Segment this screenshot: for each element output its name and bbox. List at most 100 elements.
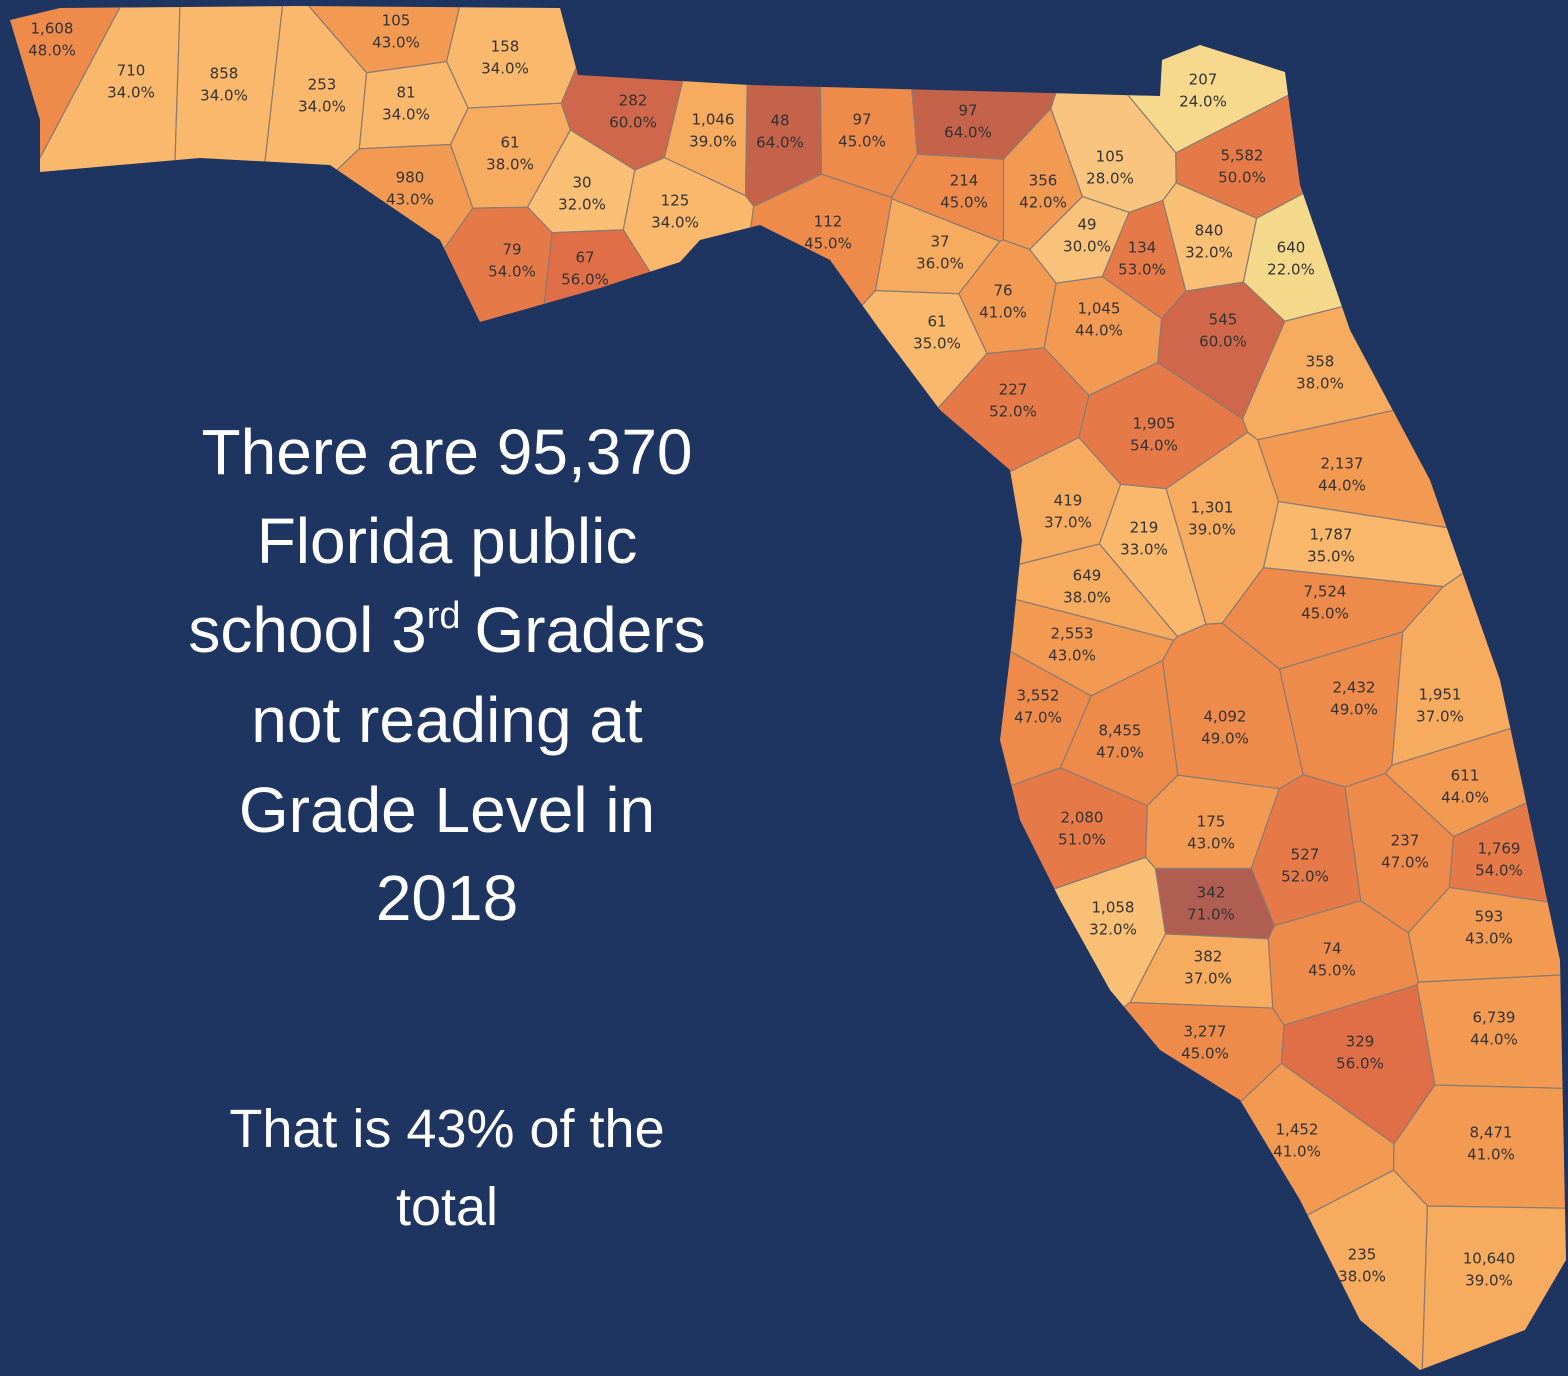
county-percent: 24.0%: [1179, 93, 1227, 111]
county-percent: 52.0%: [1281, 868, 1329, 886]
county-count: 30: [572, 174, 591, 192]
county-percent: 34.0%: [298, 98, 346, 116]
county-count: 219: [1130, 519, 1159, 537]
county-labels: 1,608 48.0% 710 34.0% 858 34.0% 253 34.0% 105 43.…: [28, 12, 1523, 1290]
county-percent: 36.0%: [916, 255, 964, 273]
county-count: 105: [382, 12, 411, 30]
county-count: 1,046: [692, 111, 735, 129]
county-percent: 54.0%: [488, 263, 536, 281]
county-percent: 38.0%: [486, 156, 534, 174]
county-percent: 47.0%: [1014, 709, 1062, 727]
county-count: 97: [958, 102, 977, 120]
county-count: 342: [1197, 884, 1226, 902]
county-percent: 39.0%: [1465, 1272, 1513, 1290]
county-percent: 39.0%: [1188, 521, 1236, 539]
county-count: 227: [999, 381, 1028, 399]
county-percent: 43.0%: [372, 34, 420, 52]
county-count: 158: [491, 38, 520, 56]
county-percent: 54.0%: [1130, 437, 1178, 455]
headline: school 3: [188, 594, 426, 666]
county-percent: 41.0%: [1273, 1143, 1321, 1161]
county-percent: 45.0%: [1181, 1045, 1229, 1063]
county-percent: 45.0%: [1301, 605, 1349, 623]
county-percent: 42.0%: [1019, 194, 1067, 212]
county-percent: 54.0%: [1475, 862, 1523, 880]
county-count: 356: [1029, 172, 1058, 190]
county-percent: 53.0%: [1118, 261, 1166, 279]
county-percent: 37.0%: [1044, 514, 1092, 532]
headline: 2018: [376, 862, 518, 934]
county-count: 649: [1073, 567, 1102, 585]
county-count: 175: [1197, 813, 1226, 831]
county-percent: 34.0%: [382, 106, 430, 124]
county-percent: 56.0%: [561, 271, 609, 289]
county-percent: 43.0%: [1187, 835, 1235, 853]
county-count: 207: [1189, 71, 1218, 89]
county-count: 67: [575, 249, 594, 267]
county-count: 37: [930, 233, 949, 251]
county-percent: 47.0%: [1096, 744, 1144, 762]
county-count: 840: [1195, 222, 1224, 240]
county-percent: 32.0%: [558, 196, 606, 214]
county-count: 6,739: [1473, 1009, 1516, 1027]
county-count: 105: [1096, 148, 1125, 166]
county-count: 10,640: [1463, 1250, 1516, 1268]
county-percent: 34.0%: [107, 84, 155, 102]
county-count: 1,769: [1478, 840, 1521, 858]
county-count: 61: [500, 134, 519, 152]
county-percent: 28.0%: [1086, 170, 1134, 188]
county-percent: 49.0%: [1201, 730, 1249, 748]
county-percent: 39.0%: [689, 133, 737, 151]
county-count: 1,608: [31, 20, 74, 38]
county-count: 593: [1475, 908, 1504, 926]
county-count: 382: [1194, 948, 1223, 966]
county-count: 8,455: [1099, 722, 1142, 740]
county-percent: 37.0%: [1416, 708, 1464, 726]
county-percent: 49.0%: [1330, 701, 1378, 719]
county-percent: 34.0%: [200, 87, 248, 105]
county-count: 8,471: [1470, 1124, 1513, 1142]
headline: There are 95,370: [202, 416, 693, 488]
county-count: 3,552: [1017, 687, 1060, 705]
county-count: 2,137: [1321, 455, 1364, 473]
county-count: 125: [661, 192, 690, 210]
county-count: 329: [1346, 1033, 1375, 1051]
county-percent: 44.0%: [1441, 789, 1489, 807]
county-count: 5,582: [1221, 147, 1264, 165]
county-percent: 37.0%: [1184, 970, 1232, 988]
county-count: 710: [117, 62, 146, 80]
county-percent: 41.0%: [1467, 1146, 1515, 1164]
county-percent: 43.0%: [1465, 930, 1513, 948]
county-count: 1,045: [1078, 300, 1121, 318]
county-percent: 32.0%: [1185, 244, 1233, 262]
headline: Grade Level in: [239, 774, 655, 846]
headline: school 3rd Graders: [188, 594, 705, 666]
county-count: 1,787: [1310, 526, 1353, 544]
county-count: 253: [308, 76, 337, 94]
county-count: 134: [1128, 239, 1157, 257]
county-percent: 35.0%: [1307, 548, 1355, 566]
county-percent: 52.0%: [989, 403, 1037, 421]
county-count: 1,301: [1191, 499, 1234, 517]
county-percent: 41.0%: [979, 304, 1027, 322]
county-count: 4,092: [1204, 708, 1247, 726]
county-percent: 45.0%: [804, 235, 852, 253]
county-count: 2,432: [1333, 679, 1376, 697]
county-percent: 71.0%: [1187, 906, 1235, 924]
county-percent: 50.0%: [1218, 169, 1266, 187]
county-percent: 34.0%: [481, 60, 529, 78]
county-count: 214: [950, 172, 979, 190]
county-count: 49: [1077, 216, 1096, 234]
county-percent: 38.0%: [1063, 589, 1111, 607]
county-count: 48: [770, 112, 789, 130]
county-count: 237: [1391, 832, 1420, 850]
county-percent: 22.0%: [1267, 261, 1315, 279]
headline: not reading at: [251, 684, 643, 756]
county-percent: 32.0%: [1089, 921, 1137, 939]
county-count: 1,951: [1419, 686, 1462, 704]
county-count: 76: [993, 282, 1012, 300]
county-count: 235: [1348, 1246, 1377, 1264]
county-count: 1,452: [1276, 1121, 1319, 1139]
county-percent: 60.0%: [609, 114, 657, 132]
